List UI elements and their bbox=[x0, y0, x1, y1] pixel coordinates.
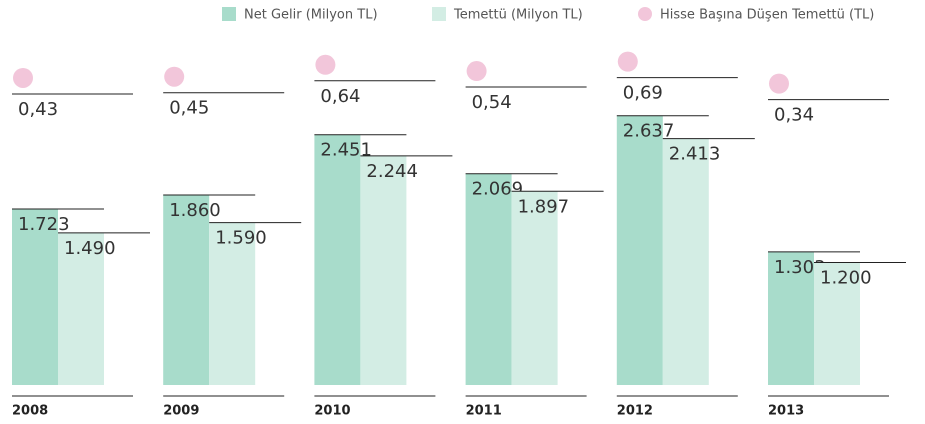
value-label: 2.244 bbox=[366, 161, 418, 182]
value-label: 1.897 bbox=[518, 196, 570, 217]
x-tick-label: 2012 bbox=[617, 404, 653, 419]
dot bbox=[466, 61, 487, 82]
bar bbox=[768, 251, 814, 385]
legend-label: Temettü (Milyon TL) bbox=[453, 8, 583, 23]
value-label: 1.490 bbox=[64, 238, 116, 259]
value-label: 0,43 bbox=[18, 99, 58, 120]
legend-swatch bbox=[432, 7, 446, 21]
value-label: 0,69 bbox=[623, 83, 663, 104]
value-label: 0,34 bbox=[774, 105, 814, 126]
value-label: 0,64 bbox=[320, 86, 360, 107]
bar bbox=[360, 155, 407, 385]
bar bbox=[209, 222, 256, 385]
dot bbox=[315, 54, 336, 75]
value-label: 2.413 bbox=[669, 144, 721, 165]
legend-label: Hisse Başına Düşen Temettü (TL) bbox=[660, 8, 874, 23]
bar bbox=[511, 191, 558, 385]
bar bbox=[616, 115, 663, 385]
x-tick-label: 2009 bbox=[163, 404, 199, 419]
value-label: 1.590 bbox=[215, 228, 267, 249]
value-label: 1.200 bbox=[820, 267, 872, 288]
x-tick-label: 2011 bbox=[466, 404, 502, 419]
dot bbox=[164, 66, 185, 87]
value-label: 0,45 bbox=[169, 98, 209, 119]
legend-swatch bbox=[638, 7, 652, 21]
dot bbox=[13, 67, 33, 88]
bar bbox=[314, 134, 361, 385]
value-label: 1.303 bbox=[774, 257, 826, 278]
legend-label: Net Gelir (Milyon TL) bbox=[244, 8, 378, 23]
dot bbox=[617, 51, 638, 72]
value-label: 0,54 bbox=[472, 92, 512, 113]
bar bbox=[12, 209, 58, 385]
x-tick-label: 2008 bbox=[12, 404, 48, 419]
value-label: 2.069 bbox=[472, 179, 524, 200]
bar bbox=[662, 138, 709, 385]
bar bbox=[58, 232, 104, 385]
value-label: 1.860 bbox=[169, 200, 221, 221]
legend-swatch bbox=[222, 7, 236, 21]
bar bbox=[163, 195, 210, 385]
value-label: 2.451 bbox=[320, 140, 372, 161]
bar bbox=[814, 262, 860, 385]
x-tick-label: 2010 bbox=[314, 404, 350, 419]
value-label: 1.723 bbox=[18, 214, 70, 235]
bar bbox=[465, 173, 512, 385]
value-label: 2.637 bbox=[623, 121, 675, 142]
dot bbox=[769, 73, 789, 94]
x-tick-label: 2013 bbox=[768, 404, 804, 419]
